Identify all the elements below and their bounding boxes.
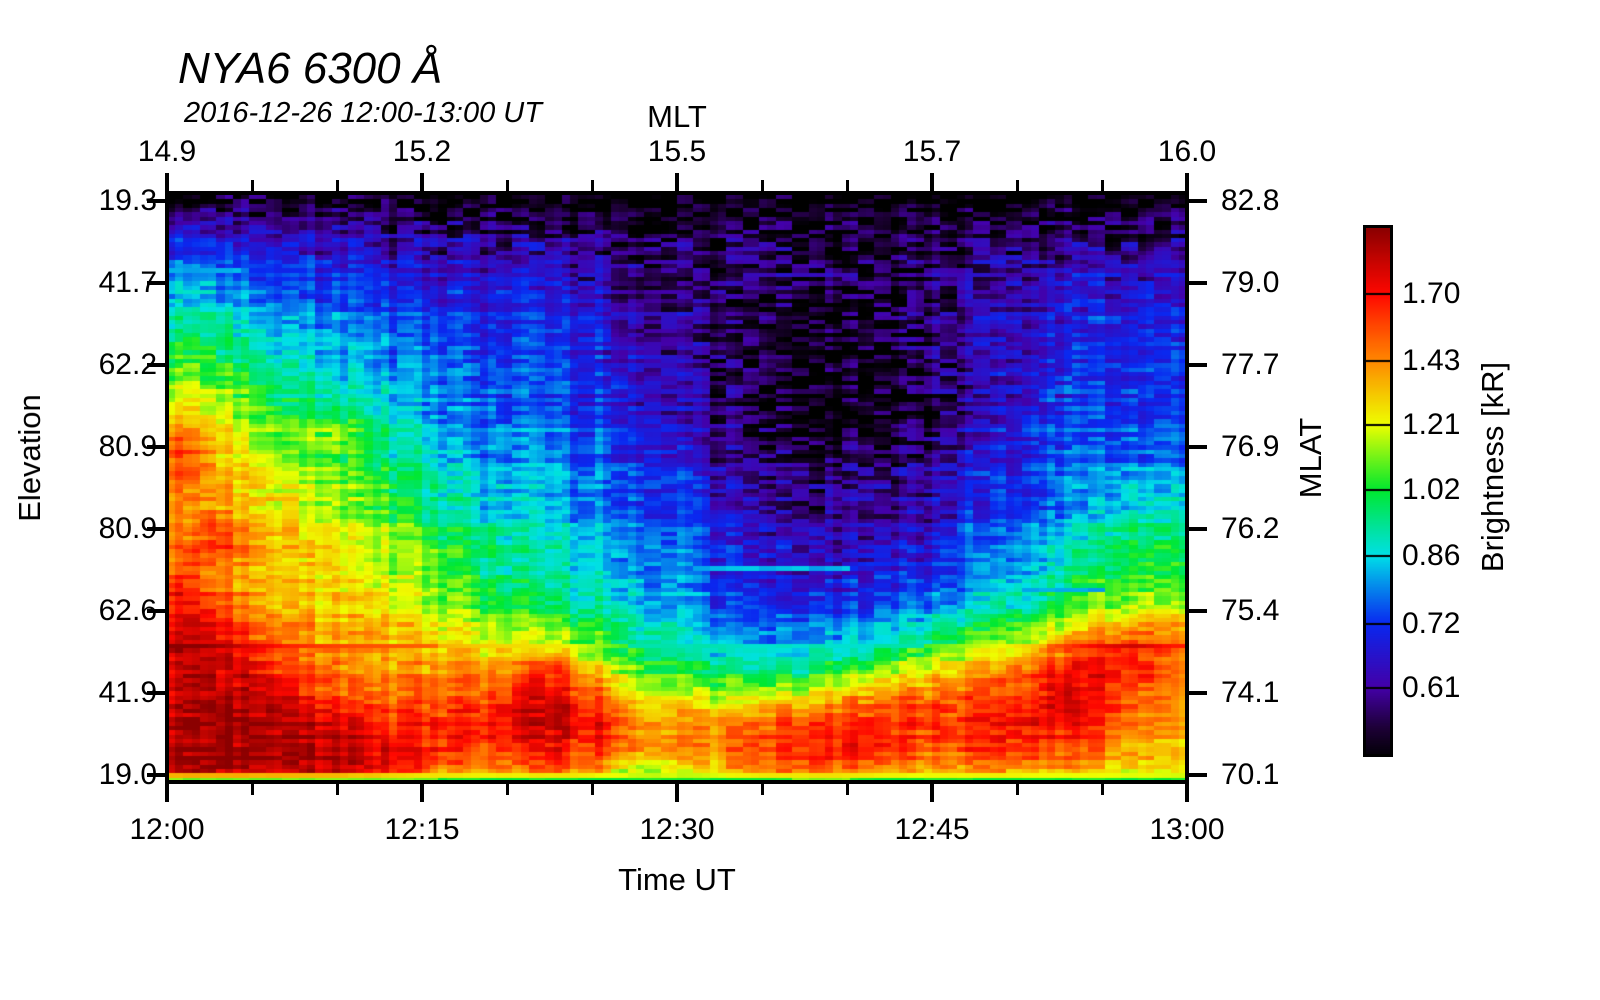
colorbar-tick-label: 0.61 (1402, 670, 1461, 704)
left-tick (147, 527, 165, 531)
left-tick-label: 80.9 (98, 512, 157, 545)
colorbar-tick-label: 1.02 (1402, 473, 1461, 507)
right-tick (1189, 527, 1207, 531)
top-tick-label: 15.7 (902, 135, 962, 168)
right-tick (1189, 363, 1207, 367)
left-tick-label: 62.6 (98, 594, 157, 627)
right-tick (1189, 609, 1207, 613)
bottom-axis-title: Time UT (618, 862, 736, 897)
top-minor-tick (845, 180, 849, 191)
top-tick-label: 15.5 (647, 135, 707, 168)
right-tick-label: 79.0 (1221, 266, 1280, 299)
top-major-tick (165, 173, 169, 191)
right-tick-label: 75.4 (1221, 594, 1280, 627)
colorbar-tick-label: 0.72 (1402, 606, 1461, 640)
top-tick-label: 14.9 (137, 135, 197, 168)
bottom-minor-tick (505, 784, 509, 795)
bottom-minor-tick (760, 784, 764, 795)
bottom-minor-tick (335, 784, 339, 795)
bottom-tick-label: 13:00 (1149, 813, 1225, 846)
top-tick-label: 15.2 (392, 135, 452, 168)
top-axis-title: MLT (647, 99, 707, 134)
bottom-major-tick (930, 784, 934, 802)
colorbar-tick-label: 1.70 (1402, 277, 1461, 311)
left-tick-label: 41.9 (98, 676, 157, 709)
right-tick (1189, 445, 1207, 449)
right-tick (1189, 199, 1207, 203)
right-axis-title: MLAT (1293, 417, 1328, 499)
top-minor-tick (335, 180, 339, 191)
bottom-minor-tick (590, 784, 594, 795)
left-tick-label: 19.0 (98, 758, 157, 791)
bottom-tick-label: 12:00 (129, 813, 205, 846)
bottom-minor-tick (250, 784, 254, 795)
top-minor-tick (505, 180, 509, 191)
left-tick-label: 19.3 (98, 184, 157, 217)
left-tick (147, 445, 165, 449)
left-tick (147, 609, 165, 613)
colorbar-tick-label: 1.21 (1402, 407, 1461, 441)
right-tick-label: 76.2 (1221, 512, 1280, 545)
bottom-major-tick (420, 784, 424, 802)
right-tick (1189, 691, 1207, 695)
top-major-tick (1185, 173, 1189, 191)
left-tick-label: 62.2 (98, 348, 157, 381)
top-major-tick (675, 173, 679, 191)
right-tick-label: 82.8 (1221, 184, 1280, 217)
colorbar-canvas (1366, 228, 1390, 754)
plot-subtitle: 2016-12-26 12:00-13:00 UT (184, 97, 542, 129)
left-tick-label: 80.9 (98, 430, 157, 463)
right-tick (1189, 281, 1207, 285)
bottom-major-tick (675, 784, 679, 802)
left-tick (147, 691, 165, 695)
left-tick (147, 199, 165, 203)
bottom-minor-tick (1100, 784, 1104, 795)
left-tick (147, 363, 165, 367)
heatmap-canvas (167, 195, 1187, 782)
left-tick (147, 281, 165, 285)
bottom-tick-label: 12:45 (894, 813, 970, 846)
top-minor-tick (1015, 180, 1019, 191)
top-minor-tick (1100, 180, 1104, 191)
bottom-minor-tick (845, 784, 849, 795)
top-major-tick (930, 173, 934, 191)
colorbar (1363, 225, 1393, 757)
top-minor-tick (760, 180, 764, 191)
colorbar-tick-label: 1.43 (1402, 343, 1461, 377)
colorbar-title: Brightness [kR] (1475, 361, 1510, 573)
right-tick (1189, 773, 1207, 777)
colorbar-tick-label: 0.86 (1402, 538, 1461, 572)
left-axis-title: Elevation (12, 394, 47, 522)
left-tick (147, 773, 165, 777)
top-minor-tick (250, 180, 254, 191)
right-tick-label: 76.9 (1221, 430, 1280, 463)
bottom-tick-label: 12:15 (384, 813, 460, 846)
right-tick-label: 70.1 (1221, 758, 1280, 791)
top-minor-tick (590, 180, 594, 191)
right-tick-label: 77.7 (1221, 348, 1280, 381)
bottom-minor-tick (1015, 784, 1019, 795)
bottom-tick-label: 12:30 (639, 813, 715, 846)
plot-frame (165, 191, 1189, 784)
top-tick-label: 16.0 (1157, 135, 1217, 168)
left-tick-label: 41.7 (98, 266, 157, 299)
top-major-tick (420, 173, 424, 191)
bottom-major-tick (1185, 784, 1189, 802)
bottom-major-tick (165, 784, 169, 802)
right-tick-label: 74.1 (1221, 676, 1280, 709)
plot-title: NYA6 6300 Å (178, 44, 443, 93)
